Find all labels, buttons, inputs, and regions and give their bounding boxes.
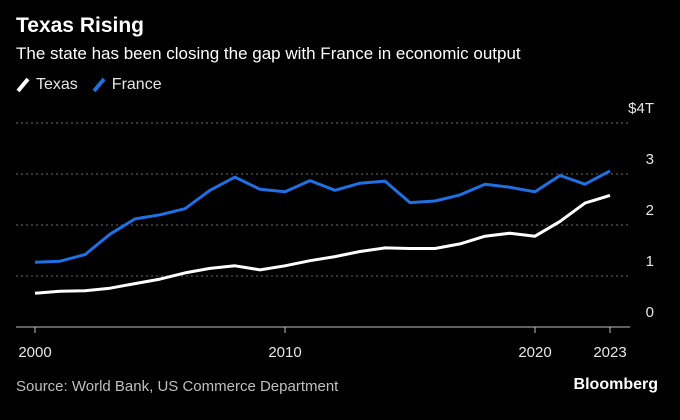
y-tick-label-3: 3 <box>646 151 654 168</box>
chart-title: Texas Rising <box>16 14 144 37</box>
legend-swatch-texas-icon <box>16 76 30 94</box>
y-tick-label-2: 2 <box>646 202 654 219</box>
legend-swatch-texas-stroke <box>16 77 30 93</box>
legend-item-texas: Texas <box>16 76 78 94</box>
x-tick-label-2023: 2023 <box>593 344 626 361</box>
series-line-france <box>34 169 611 264</box>
legend-item-france: France <box>92 76 162 94</box>
y-tick-label-1: 1 <box>646 253 654 270</box>
x-tick-label-2000: 2000 <box>18 344 51 361</box>
line-chart: 0 1 2 3 $4T 2000 2010 2020 2023 <box>16 100 654 361</box>
legend-swatch-france-stroke <box>92 77 106 93</box>
bloomberg-logo: Bloomberg <box>573 376 658 393</box>
x-tick-label-2010: 2010 <box>268 344 301 361</box>
legend-swatch-france-icon <box>92 76 106 94</box>
y-tick-label-4: $4T <box>628 100 654 117</box>
legend-label-texas: Texas <box>36 76 78 93</box>
chart-legend: Texas France <box>16 76 162 94</box>
chart-subtitle: The state has been closing the gap with … <box>16 44 521 63</box>
series-line-texas <box>34 193 611 295</box>
source-note: Source: World Bank, US Commerce Departme… <box>16 378 339 395</box>
legend-label-france: France <box>111 76 162 93</box>
y-tick-label-0: 0 <box>646 304 654 321</box>
x-tick-label-2020: 2020 <box>518 344 551 361</box>
